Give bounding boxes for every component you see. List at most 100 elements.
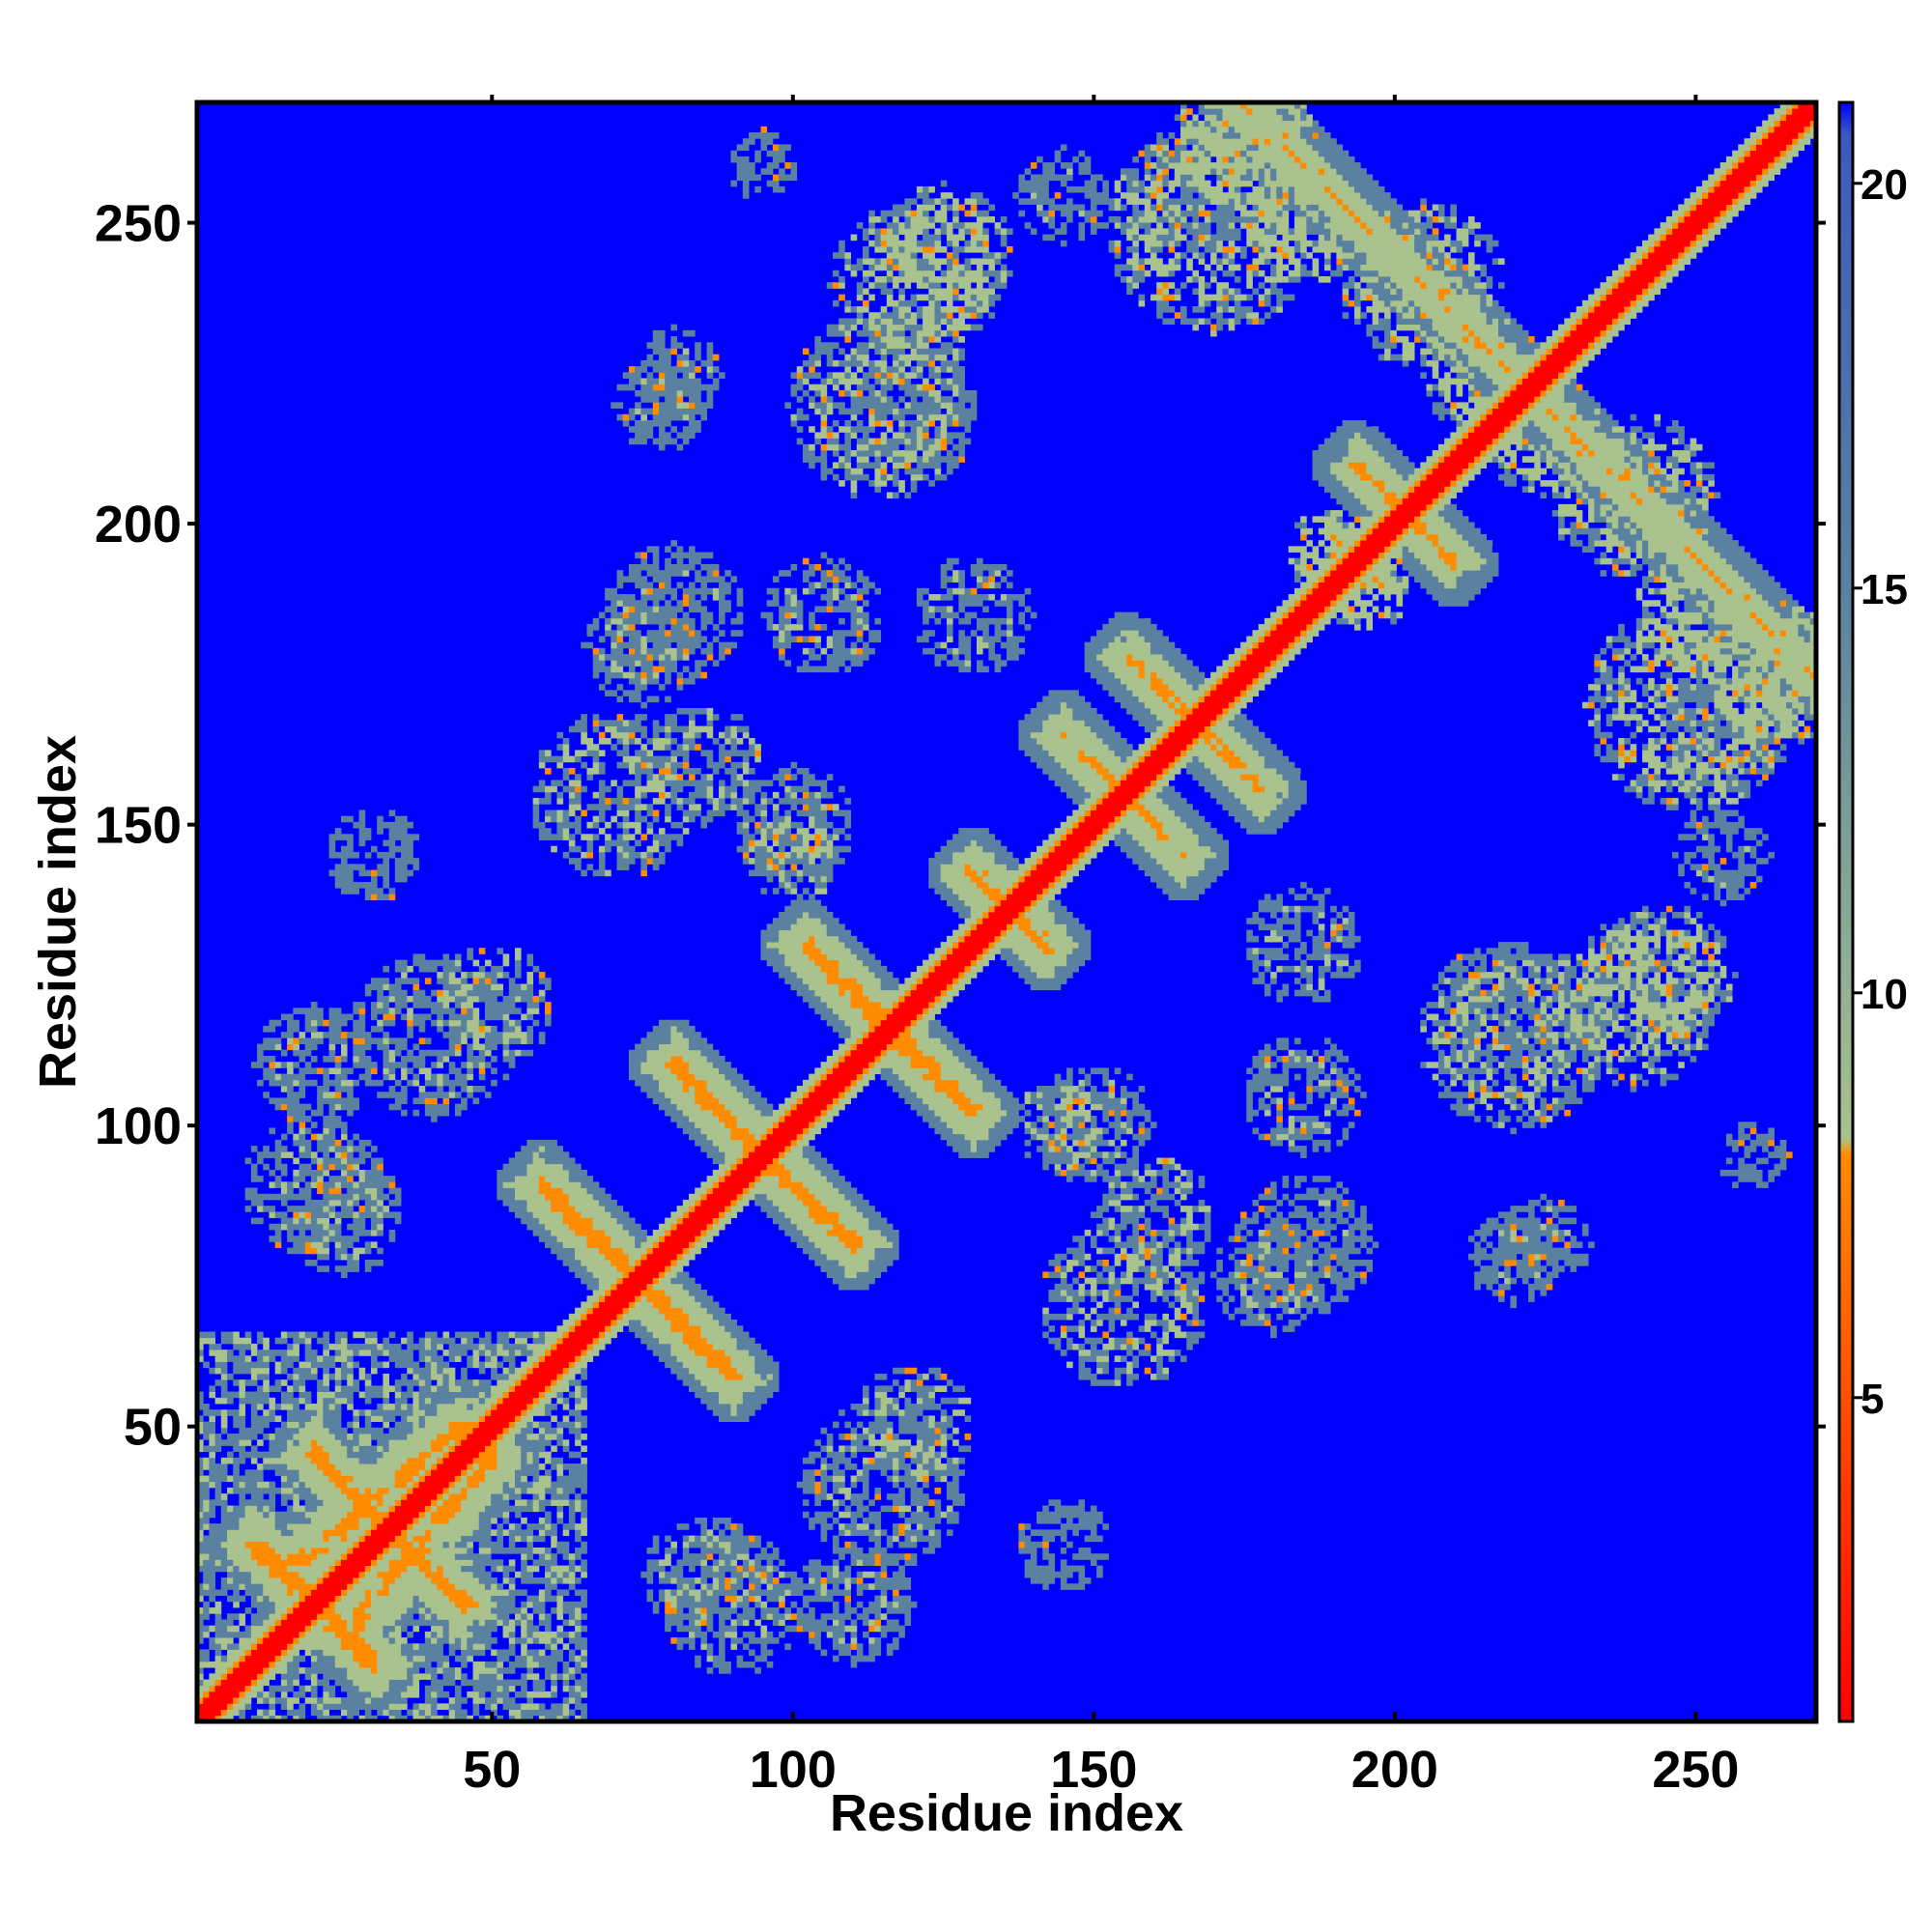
heatmap-cell — [533, 786, 540, 793]
heatmap-cell — [551, 1607, 557, 1614]
heatmap-cell — [221, 1469, 228, 1476]
heatmap-cell — [371, 846, 378, 853]
heatmap-cell — [317, 1230, 324, 1236]
heatmap-cell — [563, 744, 570, 751]
heatmap-cell — [425, 1104, 432, 1111]
heatmap-cell — [556, 1158, 563, 1165]
heatmap-cell — [556, 1241, 563, 1248]
heatmap-cell — [437, 1392, 443, 1399]
heatmap-cell — [425, 1643, 432, 1650]
heatmap-cell — [431, 1415, 438, 1422]
heatmap-cell — [317, 1236, 324, 1242]
heatmap-cell — [323, 1074, 329, 1081]
heatmap-cell — [377, 1710, 384, 1717]
heatmap-cell — [215, 1650, 222, 1657]
heatmap-cell — [263, 1589, 270, 1596]
heatmap-cell — [539, 1374, 546, 1380]
heatmap-cell — [353, 1032, 359, 1038]
heatmap-cell — [551, 810, 557, 816]
heatmap-cell — [347, 1140, 354, 1147]
heatmap-cell — [575, 1566, 582, 1573]
heatmap-cell — [203, 1656, 210, 1662]
heatmap-cell — [515, 1710, 522, 1717]
heatmap-cell — [389, 840, 396, 847]
heatmap-cell — [521, 1691, 527, 1698]
heatmap-cell — [365, 1140, 372, 1147]
heatmap-cell — [263, 1092, 270, 1098]
heatmap-cell — [443, 1566, 450, 1573]
heatmap-cell — [503, 1445, 510, 1452]
heatmap-cell — [449, 1032, 456, 1038]
heatmap-cell — [227, 1434, 234, 1440]
heatmap-cell — [329, 1512, 336, 1519]
heatmap-cell — [263, 1607, 270, 1614]
heatmap-cell — [521, 1164, 527, 1171]
heatmap-cell — [569, 1691, 576, 1698]
heatmap-cell — [419, 1097, 426, 1104]
heatmap-cell — [227, 1398, 234, 1405]
heatmap-cell — [323, 1572, 329, 1578]
heatmap-cell — [215, 1368, 222, 1375]
heatmap-cell — [449, 1398, 456, 1405]
heatmap-cell — [341, 882, 348, 889]
heatmap-cell — [533, 1710, 540, 1717]
heatmap-cell — [551, 1434, 557, 1440]
heatmap-cell — [569, 1577, 576, 1584]
heatmap-cell — [263, 1194, 270, 1201]
heatmap-cell — [467, 1332, 473, 1339]
heatmap-cell — [467, 1589, 473, 1596]
heatmap-cell — [293, 1523, 299, 1530]
heatmap-cell — [485, 960, 492, 967]
heatmap-cell — [317, 1379, 324, 1386]
heatmap-cell — [233, 1643, 240, 1650]
heatmap-cell — [443, 1422, 450, 1429]
heatmap-cell — [287, 1026, 294, 1033]
heatmap-cell — [257, 1697, 264, 1704]
heatmap-cell — [545, 1409, 552, 1416]
heatmap-cell — [329, 1146, 336, 1152]
heatmap-cell — [539, 822, 546, 829]
heatmap-cell — [467, 1458, 473, 1464]
heatmap-cell — [281, 1014, 288, 1021]
heatmap-cell — [479, 1020, 486, 1027]
heatmap-cell — [239, 1445, 245, 1452]
heatmap-cell — [377, 1637, 384, 1644]
heatmap-cell — [209, 1572, 215, 1578]
heatmap-cell — [347, 1686, 354, 1692]
heatmap-cell — [281, 1577, 288, 1584]
heatmap-cell — [419, 1452, 426, 1459]
heatmap-cell — [497, 1194, 503, 1201]
heatmap-cell — [347, 1176, 354, 1182]
heatmap-cell — [407, 1476, 413, 1483]
heatmap-cell — [473, 1062, 480, 1068]
heatmap-cell — [365, 1044, 372, 1051]
heatmap-cell — [556, 828, 563, 835]
heatmap-cell — [419, 1542, 426, 1548]
heatmap-cell — [329, 1392, 336, 1399]
heatmap-cell — [329, 1134, 336, 1141]
heatmap-cell — [437, 1415, 443, 1422]
heatmap-cell — [287, 1703, 294, 1710]
heatmap-cell — [425, 1350, 432, 1356]
heatmap-cell — [533, 1632, 540, 1638]
heatmap-cell — [479, 978, 486, 984]
heatmap-cell — [317, 1493, 324, 1500]
heatmap-cell — [281, 1613, 288, 1620]
heatmap-cell — [407, 1572, 413, 1578]
heatmap-cell — [407, 1056, 413, 1063]
heatmap-cell — [347, 1607, 354, 1614]
heatmap-cell — [365, 1523, 372, 1530]
heatmap-cell — [425, 1469, 432, 1476]
heatmap-cell — [545, 1368, 552, 1375]
heatmap-cell — [545, 1667, 552, 1674]
heatmap-cell — [395, 1662, 402, 1668]
heatmap-cell — [575, 1656, 582, 1662]
heatmap-cell — [347, 1092, 354, 1098]
heatmap-cell — [581, 1566, 587, 1573]
heatmap-cell — [551, 1374, 557, 1380]
heatmap-cell — [473, 1398, 480, 1405]
heatmap-cell — [563, 1379, 570, 1386]
heatmap-cell — [467, 1518, 473, 1524]
heatmap-cell — [575, 846, 582, 853]
heatmap-cell — [407, 1650, 413, 1657]
